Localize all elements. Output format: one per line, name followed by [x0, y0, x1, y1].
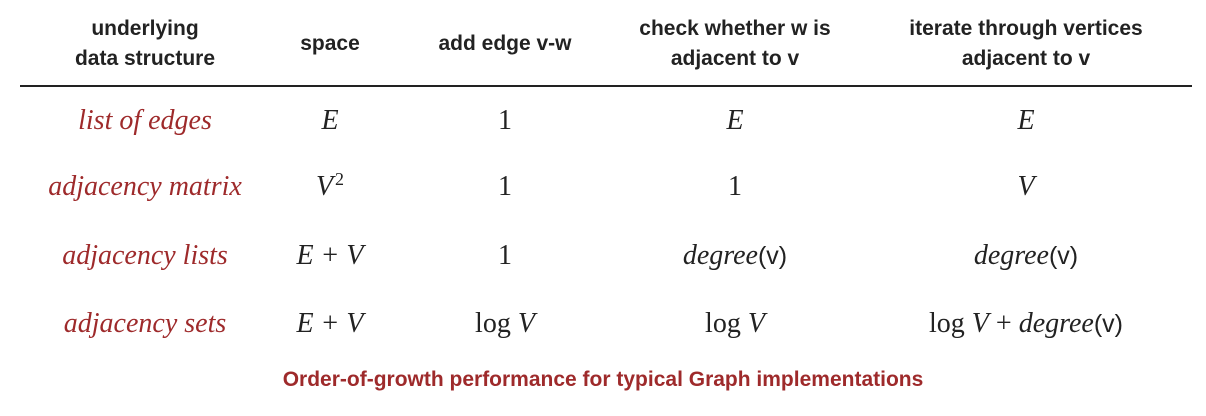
header-structure-line2: data structure — [74, 47, 216, 70]
log-variable: V — [971, 308, 989, 339]
degree-argument: (v) — [1093, 310, 1123, 338]
plus-sign: + — [995, 308, 1012, 339]
space-base: V — [315, 171, 334, 202]
table-row: list of edges E 1 E E — [0, 101, 1206, 141]
header-add-edge: add edge v-w — [405, 29, 605, 59]
add-edge-cost: 1 — [498, 105, 512, 136]
header-space: space — [275, 29, 385, 59]
space-cost: E — [321, 105, 339, 136]
header-add-edge-label: add edge v-w — [438, 32, 572, 55]
check-adjacent-cost: E — [726, 105, 744, 136]
table-row: adjacency sets E + V log V log V log V +… — [0, 304, 1206, 344]
space-cost: E + V — [296, 240, 364, 271]
header-space-label: space — [300, 32, 360, 55]
log-function: log — [475, 308, 511, 339]
structure-name: adjacency sets — [63, 308, 227, 339]
table-row: adjacency lists E + V 1 degree(v) degree… — [0, 236, 1206, 276]
check-adjacent-cost: 1 — [728, 171, 742, 202]
iterate-cost: log V + degree(v) — [880, 304, 1172, 344]
add-edge-cost: 1 — [498, 240, 512, 271]
structure-name: adjacency matrix — [48, 171, 242, 202]
space-exponent: 2 — [335, 169, 345, 189]
iterate-cost: E — [1017, 105, 1035, 136]
header-check-line2: adjacent to v — [670, 47, 800, 70]
header-iterate-line1: iterate through vertices — [909, 17, 1143, 40]
degree-function: degree — [973, 240, 1049, 271]
degree-function: degree — [1018, 308, 1094, 339]
iterate-cost: V — [1017, 171, 1035, 202]
space-cost: E + V — [296, 308, 364, 339]
degree-function: degree — [682, 240, 758, 271]
structure-name: list of edges — [78, 105, 212, 136]
degree-argument: (v) — [757, 242, 788, 270]
header-iterate: iterate through vertices adjacent to v — [880, 14, 1172, 74]
log-variable: V — [747, 308, 765, 339]
header-divider — [20, 85, 1192, 87]
header-check-adjacent: check whether w is adjacent to v — [615, 14, 855, 74]
degree-argument: (v) — [1048, 242, 1079, 270]
header-iterate-line2: adjacent to v — [961, 47, 1091, 70]
structure-name: adjacency lists — [62, 240, 228, 271]
add-edge-cost: log V — [405, 304, 605, 344]
header-structure: underlying data structure — [40, 14, 250, 74]
table-caption: Order-of-growth performance for typical … — [282, 368, 924, 391]
log-function: log — [705, 308, 741, 339]
header-structure-line1: underlying — [91, 17, 199, 40]
log-function: log — [929, 308, 965, 339]
check-adjacent-cost: log V — [615, 304, 855, 344]
iterate-cost: degree(v) — [880, 236, 1172, 276]
check-adjacent-cost: degree(v) — [615, 236, 855, 276]
add-edge-cost: 1 — [498, 171, 512, 202]
header-check-line1: check whether w is — [639, 17, 831, 40]
log-variable: V — [517, 308, 535, 339]
